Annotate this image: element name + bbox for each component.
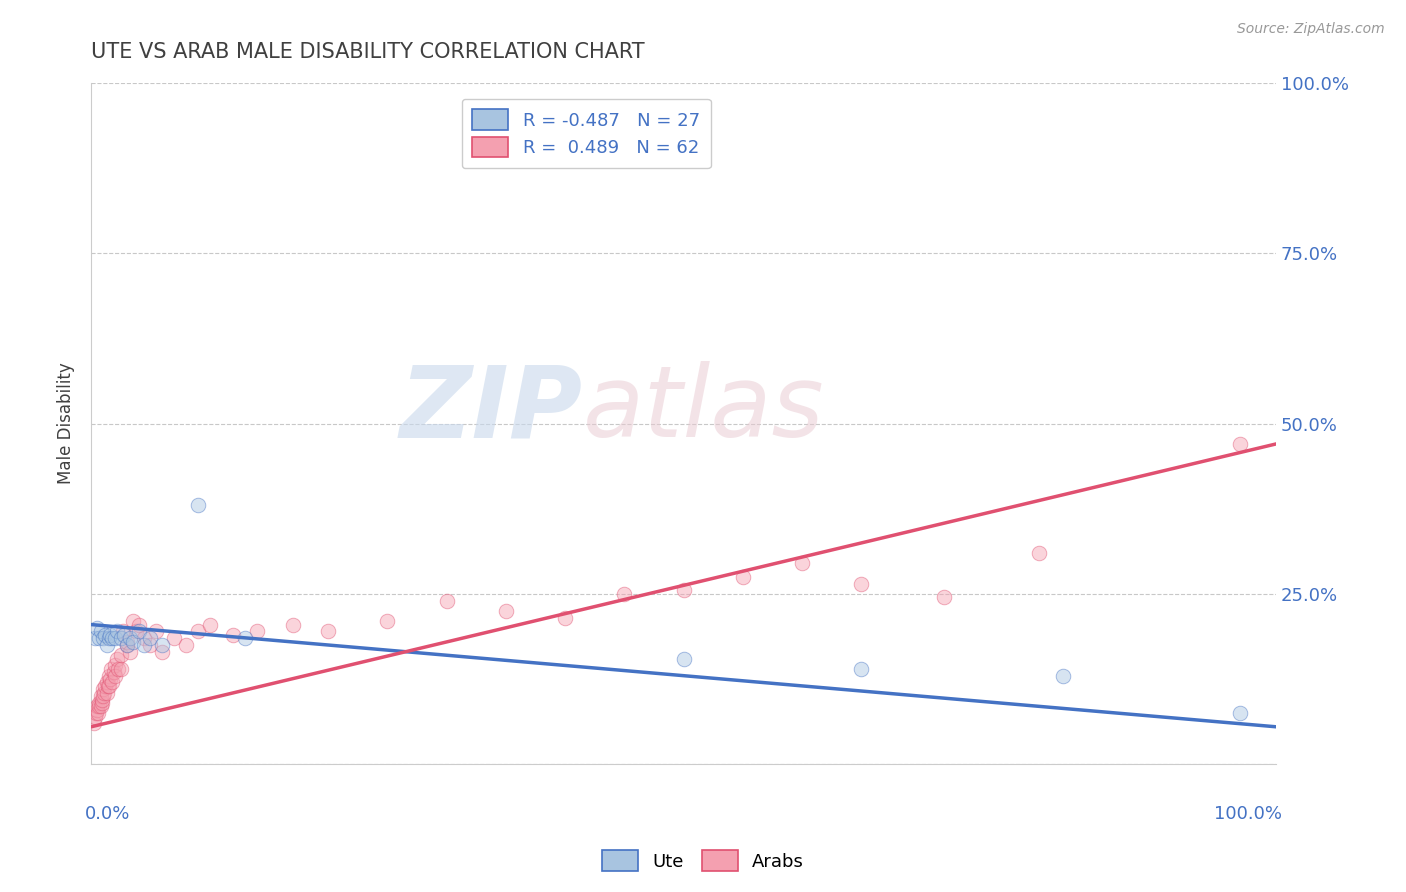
Point	[1052, 668, 1074, 682]
Point	[198, 617, 221, 632]
Point	[672, 651, 695, 665]
Point	[93, 686, 115, 700]
Point	[97, 631, 120, 645]
Point	[91, 682, 114, 697]
Point	[163, 631, 186, 645]
Text: 100.0%: 100.0%	[1213, 805, 1282, 823]
Point	[851, 662, 873, 676]
Legend: Ute, Arabs: Ute, Arabs	[595, 843, 811, 879]
Point	[96, 675, 118, 690]
Point	[851, 576, 873, 591]
Point	[83, 716, 105, 731]
Point	[107, 662, 129, 676]
Point	[115, 638, 138, 652]
Point	[87, 706, 110, 721]
Point	[128, 617, 150, 632]
Point	[139, 638, 162, 652]
Point	[1229, 437, 1251, 451]
Point	[89, 699, 111, 714]
Point	[377, 614, 399, 628]
Point	[1028, 546, 1050, 560]
Point	[103, 665, 125, 680]
Point	[187, 498, 209, 512]
Point	[125, 624, 148, 639]
Point	[134, 638, 156, 652]
Point	[145, 624, 167, 639]
Point	[495, 604, 517, 618]
Point	[246, 624, 269, 639]
Point	[115, 634, 138, 648]
Point	[86, 699, 108, 714]
Point	[121, 634, 143, 648]
Point	[110, 631, 132, 645]
Point	[91, 689, 114, 703]
Point	[790, 556, 813, 570]
Point	[1229, 706, 1251, 721]
Point	[105, 651, 128, 665]
Point	[96, 686, 118, 700]
Point	[90, 699, 112, 714]
Point	[128, 624, 150, 639]
Point	[121, 614, 143, 628]
Y-axis label: Male Disability: Male Disability	[58, 363, 75, 484]
Text: ZIP: ZIP	[399, 361, 583, 458]
Point	[83, 709, 105, 723]
Point	[97, 679, 120, 693]
Point	[112, 628, 135, 642]
Point	[86, 621, 108, 635]
Text: Source: ZipAtlas.com: Source: ZipAtlas.com	[1237, 22, 1385, 37]
Point	[150, 645, 173, 659]
Point	[100, 662, 122, 676]
Point	[96, 638, 118, 652]
Point	[98, 672, 121, 686]
Point	[97, 679, 120, 693]
Point	[134, 631, 156, 645]
Point	[112, 624, 135, 639]
Point	[187, 624, 209, 639]
Point	[90, 692, 112, 706]
Point	[115, 638, 138, 652]
Point	[613, 587, 636, 601]
Point	[94, 679, 117, 693]
Point	[104, 658, 127, 673]
Point	[84, 706, 107, 721]
Point	[110, 648, 132, 663]
Text: atlas: atlas	[583, 361, 824, 458]
Point	[83, 631, 105, 645]
Text: UTE VS ARAB MALE DISABILITY CORRELATION CHART: UTE VS ARAB MALE DISABILITY CORRELATION …	[91, 42, 645, 62]
Point	[120, 631, 142, 645]
Point	[89, 631, 111, 645]
Point	[86, 703, 108, 717]
Point	[90, 624, 112, 639]
Point	[91, 631, 114, 645]
Point	[139, 631, 162, 645]
Point	[316, 624, 339, 639]
Point	[98, 628, 121, 642]
Point	[104, 631, 127, 645]
Point	[150, 638, 173, 652]
Point	[281, 617, 304, 632]
Point	[97, 668, 120, 682]
Point	[554, 611, 576, 625]
Point	[89, 696, 111, 710]
Point	[90, 689, 112, 703]
Point	[104, 668, 127, 682]
Point	[101, 675, 124, 690]
Point	[110, 662, 132, 676]
Legend: R = -0.487   N = 27, R =  0.489   N = 62: R = -0.487 N = 27, R = 0.489 N = 62	[461, 99, 711, 169]
Point	[174, 638, 197, 652]
Point	[233, 631, 256, 645]
Point	[90, 696, 112, 710]
Point	[101, 631, 124, 645]
Point	[731, 570, 754, 584]
Point	[934, 591, 956, 605]
Point	[672, 583, 695, 598]
Point	[222, 628, 245, 642]
Point	[105, 624, 128, 639]
Point	[120, 645, 142, 659]
Text: 0.0%: 0.0%	[86, 805, 131, 823]
Point	[436, 593, 458, 607]
Point	[94, 628, 117, 642]
